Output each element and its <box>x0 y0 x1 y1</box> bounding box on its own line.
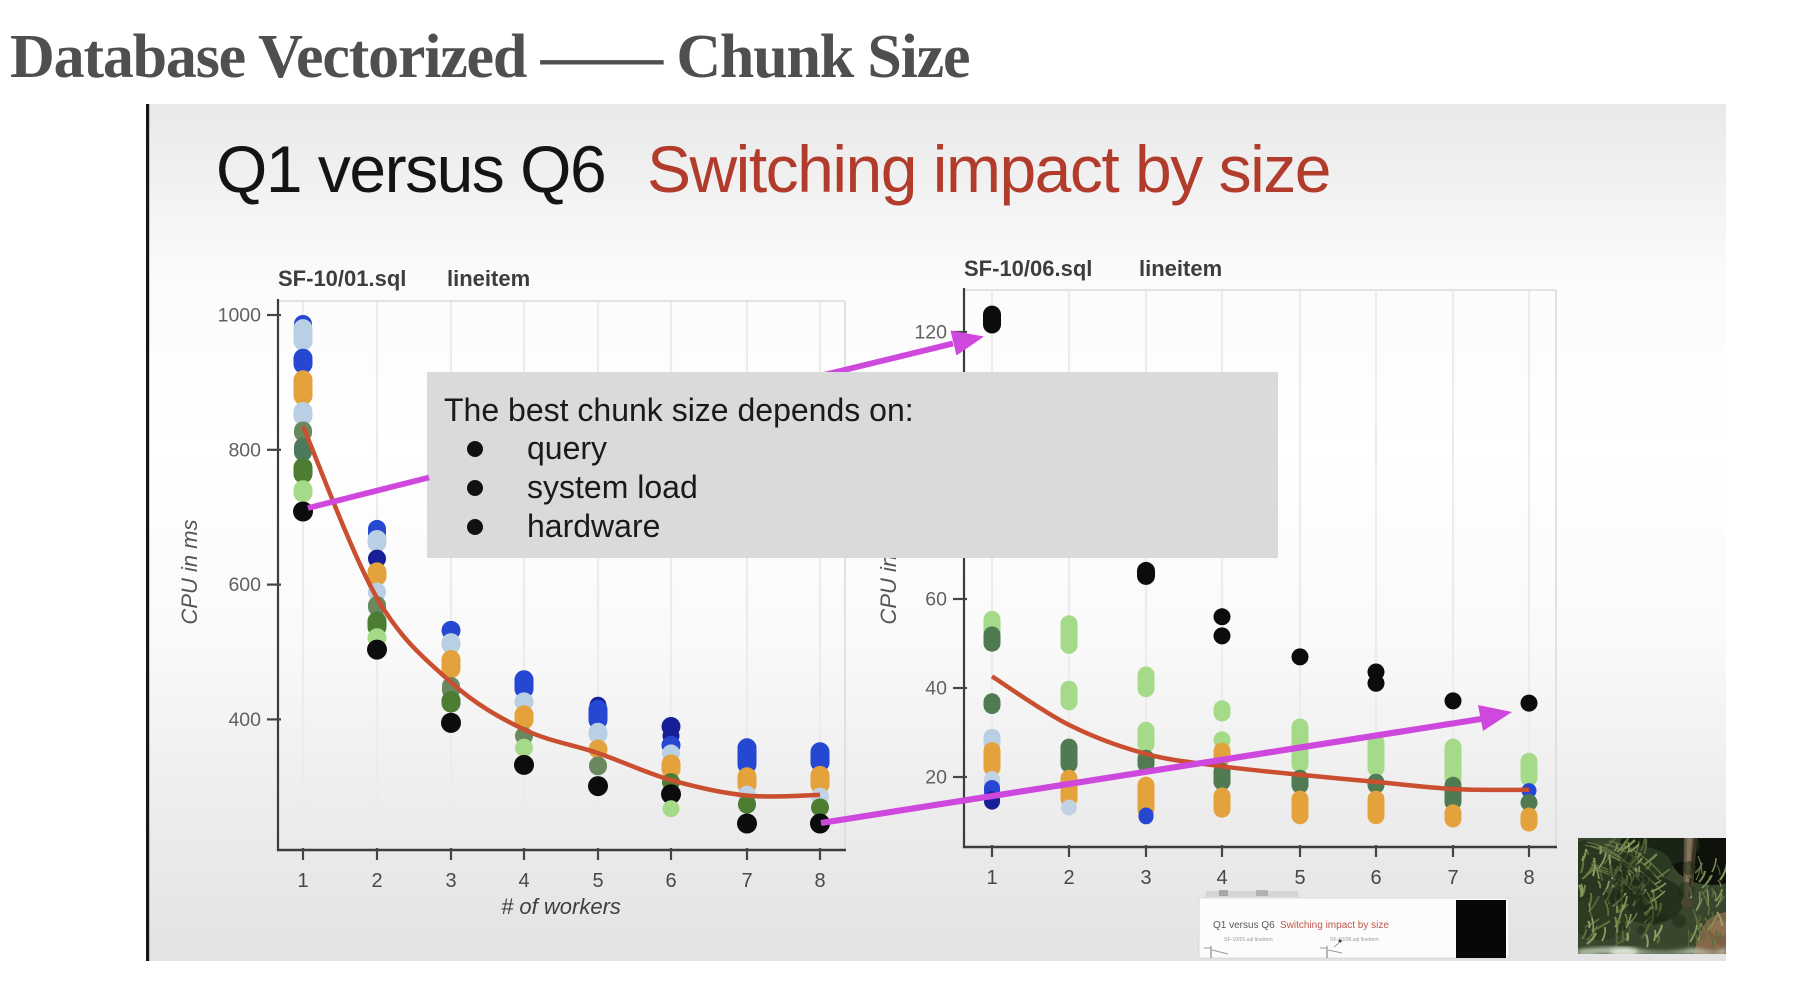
svg-text:system load: system load <box>527 469 698 505</box>
svg-text:2: 2 <box>1063 867 1074 889</box>
svg-text:lineitem: lineitem <box>447 266 530 291</box>
svg-text:query: query <box>527 430 607 466</box>
svg-text:SF-10/01.sql: SF-10/01.sql <box>278 266 406 291</box>
svg-text:Q1 versus Q6: Q1 versus Q6 <box>1213 920 1275 931</box>
svg-text:3: 3 <box>445 870 456 892</box>
svg-text:SF-10/06.sql lineitem: SF-10/06.sql lineitem <box>1330 937 1379 943</box>
svg-text:120: 120 <box>914 322 947 344</box>
svg-text:40: 40 <box>925 678 947 700</box>
svg-text:The best chunk size depends on: The best chunk size depends on: <box>444 392 914 428</box>
svg-text:1000: 1000 <box>218 305 262 327</box>
svg-text:Switching impact by size: Switching impact by size <box>647 132 1330 206</box>
svg-text:CPU in ms: CPU in ms <box>177 519 202 624</box>
svg-text:7: 7 <box>741 870 752 892</box>
svg-text:# of workers: # of workers <box>501 894 621 919</box>
svg-text:8: 8 <box>814 870 825 892</box>
svg-text:7: 7 <box>1447 867 1458 889</box>
svg-text:Q1 versus Q6: Q1 versus Q6 <box>216 132 605 206</box>
svg-text:1: 1 <box>297 870 308 892</box>
svg-text:Database Vectorized —— Chunk S: Database Vectorized —— Chunk Size <box>10 23 969 91</box>
svg-text:1: 1 <box>986 867 997 889</box>
svg-text:4: 4 <box>518 870 529 892</box>
svg-text:600: 600 <box>228 574 261 596</box>
svg-text:4: 4 <box>1216 867 1227 889</box>
svg-text:6: 6 <box>1370 867 1381 889</box>
svg-text:SF-10/06.sql: SF-10/06.sql <box>964 256 1092 281</box>
svg-text:5: 5 <box>1294 867 1305 889</box>
svg-text:60: 60 <box>925 589 947 611</box>
svg-text:lineitem: lineitem <box>1139 256 1222 281</box>
svg-text:SF-10/01.sql lineitem: SF-10/01.sql lineitem <box>1224 937 1273 943</box>
svg-text:8: 8 <box>1523 867 1534 889</box>
svg-text:800: 800 <box>228 439 261 461</box>
svg-text:20: 20 <box>925 767 947 789</box>
svg-text:hardware: hardware <box>527 508 660 544</box>
svg-text:5: 5 <box>592 870 603 892</box>
svg-text:6: 6 <box>665 870 676 892</box>
svg-text:3: 3 <box>1140 867 1151 889</box>
svg-text:Switching impact by size: Switching impact by size <box>1280 920 1389 931</box>
svg-text:2: 2 <box>371 870 382 892</box>
svg-text:400: 400 <box>228 709 261 731</box>
